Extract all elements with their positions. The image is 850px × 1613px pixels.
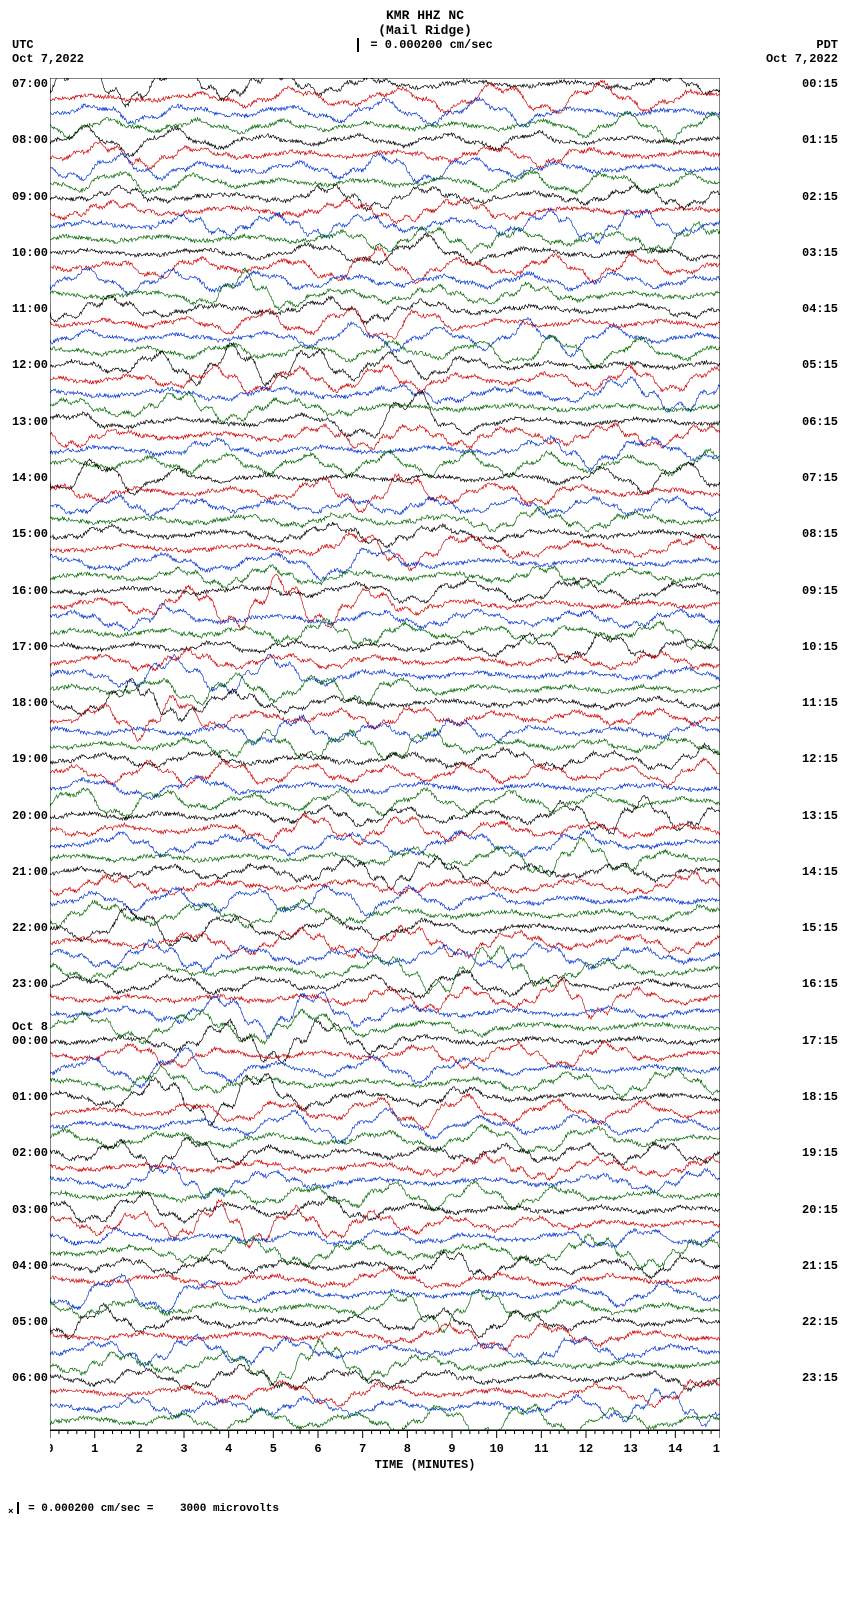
- pdt-label: PDT: [816, 38, 838, 52]
- x-axis: 0123456789101112131415: [50, 1430, 720, 1458]
- footer-suffix: 3000 microvolts: [180, 1503, 279, 1515]
- utc-hour-label: 12:00: [8, 358, 48, 372]
- pdt-hour-label: 05:15: [802, 358, 842, 372]
- pdt-hour-label: 01:15: [802, 133, 842, 147]
- pdt-hour-label: 00:15: [802, 77, 842, 91]
- date-change-label: Oct 8: [8, 1020, 48, 1034]
- scale-text: = 0.000200 cm/sec: [370, 38, 492, 52]
- pdt-hour-label: 06:15: [802, 415, 842, 429]
- utc-hour-label: 03:00: [8, 1203, 48, 1217]
- utc-hour-label: 23:00: [8, 977, 48, 991]
- svg-text:2: 2: [136, 1442, 143, 1456]
- x-axis-label: TIME (MINUTES): [8, 1458, 842, 1472]
- plot-area: 07:0008:0009:0010:0011:0012:0013:0014:00…: [50, 78, 800, 1430]
- svg-text:12: 12: [579, 1442, 593, 1456]
- utc-hour-label: 07:00: [8, 77, 48, 91]
- utc-hour-label: 14:00: [8, 471, 48, 485]
- station-name: (Mail Ridge): [8, 23, 842, 38]
- utc-hour-label: 18:00: [8, 696, 48, 710]
- utc-hour-label: 04:00: [8, 1259, 48, 1273]
- pdt-hour-label: 20:15: [802, 1203, 842, 1217]
- utc-hour-label: 02:00: [8, 1146, 48, 1160]
- utc-hour-label: 13:00: [8, 415, 48, 429]
- pdt-hour-label: 23:15: [802, 1371, 842, 1385]
- utc-hour-label: 20:00: [8, 809, 48, 823]
- footer-scale: × = 0.000200 cm/sec = 3000 microvolts: [8, 1502, 842, 1517]
- svg-text:11: 11: [534, 1442, 548, 1456]
- utc-hour-label: 00:00: [8, 1034, 48, 1048]
- pdt-hour-label: 11:15: [802, 696, 842, 710]
- station-code: KMR HHZ NC: [8, 8, 842, 23]
- pdt-hour-label: 12:15: [802, 752, 842, 766]
- pdt-hour-label: 03:15: [802, 246, 842, 260]
- utc-hour-label: 15:00: [8, 527, 48, 541]
- pdt-hour-label: 07:15: [802, 471, 842, 485]
- seismogram-container: KMR HHZ NC (Mail Ridge) UTC Oct 7,2022 P…: [8, 8, 842, 1517]
- utc-date: Oct 7,2022: [12, 52, 84, 66]
- pdt-hour-label: 02:15: [802, 190, 842, 204]
- seismogram-svg: [50, 78, 720, 1430]
- pdt-hour-label: 18:15: [802, 1090, 842, 1104]
- svg-text:6: 6: [314, 1442, 321, 1456]
- svg-text:7: 7: [359, 1442, 366, 1456]
- svg-text:15: 15: [713, 1442, 720, 1456]
- pdt-hour-label: 16:15: [802, 977, 842, 991]
- utc-hour-label: 01:00: [8, 1090, 48, 1104]
- svg-text:13: 13: [623, 1442, 637, 1456]
- utc-label: UTC: [12, 38, 34, 52]
- utc-hour-label: 10:00: [8, 246, 48, 260]
- utc-hour-label: 09:00: [8, 190, 48, 204]
- scale-bar-icon: [357, 38, 359, 52]
- utc-hour-label: 08:00: [8, 133, 48, 147]
- pdt-hour-label: 15:15: [802, 921, 842, 935]
- utc-hour-label: 17:00: [8, 640, 48, 654]
- svg-text:3: 3: [180, 1442, 187, 1456]
- utc-hour-label: 16:00: [8, 584, 48, 598]
- svg-text:5: 5: [270, 1442, 277, 1456]
- svg-text:4: 4: [225, 1442, 232, 1456]
- svg-text:0: 0: [50, 1442, 54, 1456]
- utc-hour-label: 19:00: [8, 752, 48, 766]
- pdt-hour-label: 04:15: [802, 302, 842, 316]
- pdt-hour-label: 17:15: [802, 1034, 842, 1048]
- scale-bar-icon: [17, 1502, 19, 1514]
- utc-hour-label: 05:00: [8, 1315, 48, 1329]
- header: KMR HHZ NC (Mail Ridge) UTC Oct 7,2022 P…: [8, 8, 842, 78]
- pdt-hour-label: 19:15: [802, 1146, 842, 1160]
- svg-text:14: 14: [668, 1442, 682, 1456]
- pdt-hour-label: 14:15: [802, 865, 842, 879]
- svg-text:10: 10: [489, 1442, 503, 1456]
- svg-text:8: 8: [404, 1442, 411, 1456]
- pdt-hour-label: 22:15: [802, 1315, 842, 1329]
- footer-prefix: = 0.000200 cm/sec =: [28, 1503, 153, 1515]
- pdt-hour-label: 10:15: [802, 640, 842, 654]
- utc-hour-label: 21:00: [8, 865, 48, 879]
- utc-hour-label: 11:00: [8, 302, 48, 316]
- pdt-date: Oct 7,2022: [766, 52, 838, 66]
- pdt-hour-label: 08:15: [802, 527, 842, 541]
- pdt-hour-label: 13:15: [802, 809, 842, 823]
- svg-text:1: 1: [91, 1442, 98, 1456]
- utc-hour-label: 22:00: [8, 921, 48, 935]
- utc-hour-label: 06:00: [8, 1371, 48, 1385]
- scale-legend: = 0.000200 cm/sec: [8, 38, 842, 52]
- pdt-hour-label: 21:15: [802, 1259, 842, 1273]
- svg-text:9: 9: [448, 1442, 455, 1456]
- pdt-hour-label: 09:15: [802, 584, 842, 598]
